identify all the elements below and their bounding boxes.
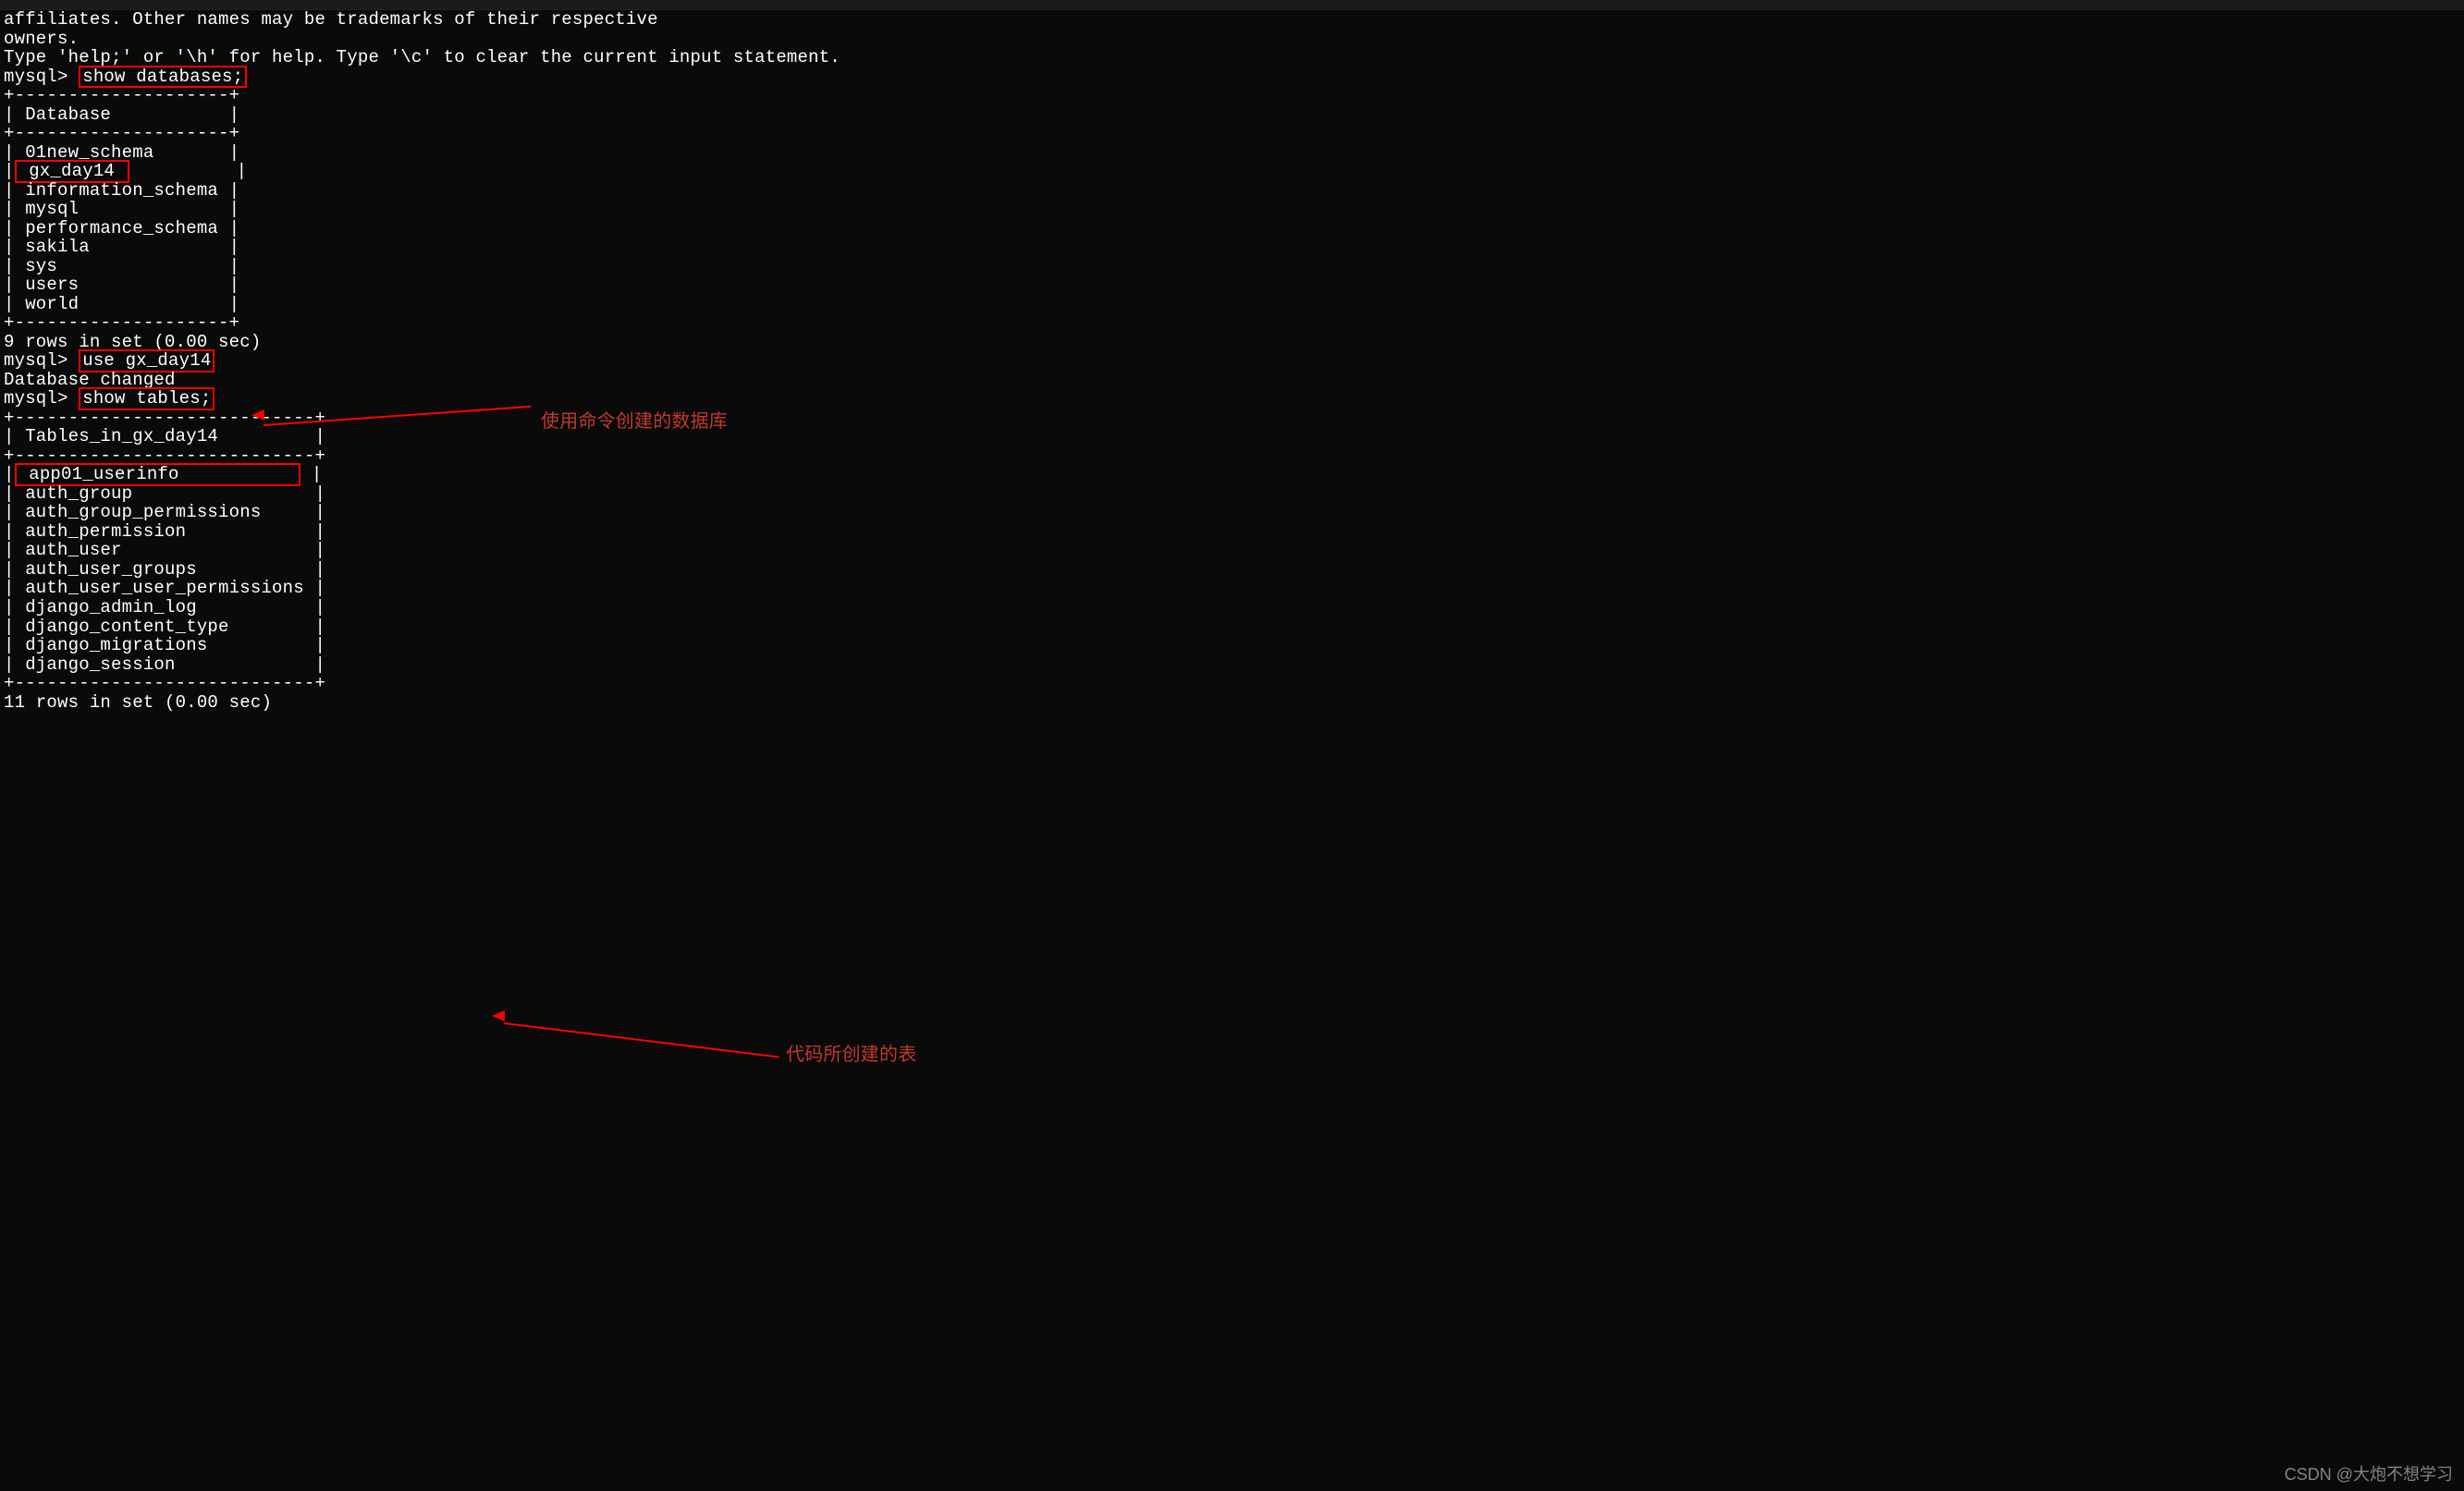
highlight-gx-day14: gx_day14	[15, 160, 129, 183]
annotation-db-created-by-command: 使用命令创建的数据库	[541, 412, 728, 433]
tbl-row: | auth_user_user_permissions |	[4, 579, 2464, 598]
tbl-table-border: +----------------------------+	[4, 446, 2464, 466]
tbl-row: | django_migrations |	[4, 636, 2464, 655]
tbl-row: | django_admin_log |	[4, 598, 2464, 617]
db-row-gxday14: | gx_day14 |	[4, 162, 2464, 181]
db-table-header: | Database |	[4, 105, 2464, 125]
terminal-output: affiliates. Other names may be trademark…	[0, 10, 2464, 712]
intro-line-1: affiliates. Other names may be trademark…	[4, 10, 2464, 30]
tbl-row: | auth_group |	[4, 484, 2464, 504]
db-summary: 9 rows in set (0.00 sec)	[4, 333, 2464, 352]
arrow-head-2	[492, 1010, 505, 1021]
tbl-row: | auth_user_groups |	[4, 560, 2464, 580]
db-row: | world |	[4, 295, 2464, 314]
cmd-use-db: mysql> use gx_day14	[4, 351, 2464, 371]
tbl-summary: 11 rows in set (0.00 sec)	[4, 693, 2464, 713]
mysql-prompt: mysql>	[4, 67, 79, 87]
db-row: | sakila |	[4, 238, 2464, 257]
arrow-head-1	[251, 409, 264, 421]
tbl-row: | django_session |	[4, 655, 2464, 675]
mysql-prompt: mysql>	[4, 350, 79, 371]
cmd-show-tables: mysql> show tables;	[4, 389, 2464, 409]
db-table-border: +--------------------+	[4, 313, 2464, 333]
tbl-row-app01: | app01_userinfo |	[4, 465, 2464, 484]
db-row: | information_schema |	[4, 181, 2464, 201]
watermark: CSDN @大炮不想学习	[2285, 1466, 2453, 1484]
tbl-row: | django_content_type |	[4, 617, 2464, 637]
arrow-line-2	[504, 1022, 779, 1058]
annotation-table-created-by-code: 代码所创建的表	[786, 1045, 916, 1066]
cmd-show-databases: mysql> show databases;	[4, 67, 2464, 87]
db-table-border: +--------------------+	[4, 124, 2464, 143]
database-changed: Database changed	[4, 371, 2464, 390]
intro-line-2: owners.	[4, 30, 2464, 49]
db-row: | sys |	[4, 257, 2464, 276]
db-row: | 01new_schema |	[4, 143, 2464, 163]
tbl-row: | auth_permission |	[4, 522, 2464, 542]
tbl-table-header: | Tables_in_gx_day14 |	[4, 427, 2464, 446]
help-line: Type 'help;' or '\h' for help. Type '\c'…	[4, 48, 2464, 67]
db-table-border: +--------------------+	[4, 86, 2464, 105]
db-row: | performance_schema |	[4, 219, 2464, 238]
db-row: | mysql |	[4, 200, 2464, 219]
mysql-prompt: mysql>	[4, 388, 79, 409]
tbl-row: | auth_user |	[4, 541, 2464, 560]
tbl-table-border: +----------------------------+	[4, 674, 2464, 693]
tbl-row: | auth_group_permissions |	[4, 503, 2464, 522]
db-row: | users |	[4, 275, 2464, 295]
